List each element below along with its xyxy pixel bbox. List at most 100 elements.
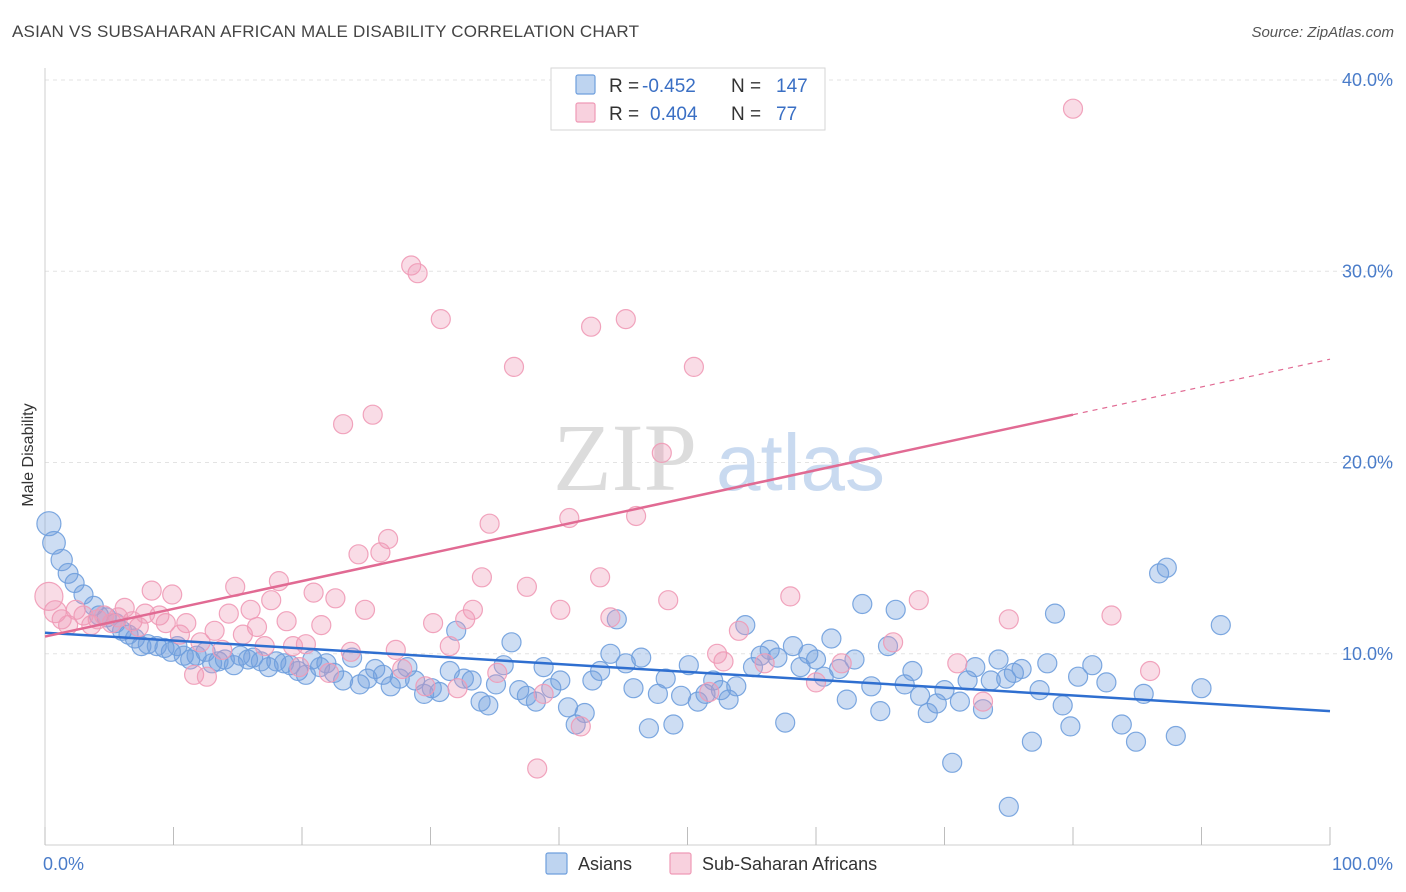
point-asians	[1125, 731, 1147, 752]
point-asians	[42, 530, 66, 555]
point-africans	[1062, 98, 1084, 119]
point-africans	[34, 581, 64, 612]
point-asians	[678, 655, 699, 676]
point-africans	[1101, 605, 1122, 626]
point-asians	[1044, 603, 1066, 624]
point-asians	[1029, 679, 1050, 701]
point-africans	[972, 691, 994, 712]
point-africans	[550, 599, 571, 620]
point-asians	[852, 593, 873, 615]
point-africans	[998, 609, 1019, 630]
y-tick-label: 40.0%	[1342, 70, 1393, 90]
point-asians	[160, 641, 181, 662]
point-africans	[430, 309, 451, 330]
legend-n-label-africans: N =	[731, 104, 761, 125]
point-africans	[462, 599, 483, 620]
point-asians	[821, 628, 842, 649]
point-africans	[683, 356, 705, 377]
point-africans	[754, 653, 775, 674]
series-legend-swatch-asians	[545, 852, 568, 875]
point-asians	[154, 637, 175, 659]
point-africans	[318, 662, 340, 684]
point-asians	[372, 664, 394, 685]
point-africans	[169, 624, 190, 645]
point-africans	[589, 567, 611, 588]
point-africans	[204, 620, 225, 641]
point-africans	[184, 664, 205, 685]
point-africans	[311, 614, 332, 636]
point-asians	[972, 699, 994, 720]
point-asians	[36, 511, 62, 537]
point-africans	[423, 612, 444, 634]
legend-swatch-africans	[575, 102, 596, 123]
point-asians	[942, 752, 963, 773]
point-africans	[570, 716, 591, 737]
point-africans	[947, 653, 968, 674]
point-asians	[589, 660, 611, 682]
y-tick-labels: 10.0% 20.0% 30.0% 40.0%	[1342, 70, 1393, 664]
point-asians	[965, 656, 986, 678]
legend-r-label-asians: R =	[609, 76, 639, 97]
watermark-zip: ZIP	[553, 404, 697, 511]
point-asians	[735, 614, 756, 636]
y-tick-label: 20.0%	[1342, 453, 1393, 473]
point-africans	[218, 603, 239, 624]
point-asians	[775, 712, 796, 733]
legend-n-value-africans: 77	[776, 104, 797, 125]
data-points	[34, 98, 1231, 817]
point-africans	[447, 678, 468, 699]
point-africans	[246, 616, 268, 638]
point-asians	[631, 647, 652, 668]
point-africans	[333, 414, 354, 435]
point-asians	[50, 548, 73, 572]
series-legend: Asians Sub-Saharan Africans	[545, 852, 877, 875]
legend-n-label-asians: N =	[731, 76, 761, 97]
point-africans	[295, 634, 316, 655]
point-asians	[861, 676, 882, 697]
point-africans	[471, 567, 492, 588]
source-label: Source: ZipAtlas.com	[1251, 24, 1394, 41]
point-asians	[1191, 678, 1212, 699]
point-asians	[550, 670, 571, 691]
point-africans	[615, 309, 636, 330]
point-africans	[780, 586, 801, 607]
point-asians	[1011, 658, 1032, 680]
series-legend-label-asians: Asians	[578, 854, 632, 874]
point-africans	[378, 528, 399, 550]
point-asians	[623, 678, 644, 699]
point-asians	[988, 649, 1009, 670]
y-tick-label: 10.0%	[1342, 644, 1393, 664]
point-asians	[1037, 653, 1058, 674]
point-africans	[354, 599, 376, 620]
stats-legend: R = -0.452 N = 147 R = 0.404 N = 77	[550, 67, 826, 131]
point-africans	[503, 356, 525, 377]
point-africans	[141, 580, 162, 601]
point-asians	[1082, 655, 1103, 676]
point-africans	[487, 662, 508, 684]
series-legend-swatch-africans	[669, 852, 692, 875]
point-asians	[600, 643, 621, 664]
legend-n-value-asians: 147	[776, 76, 808, 97]
x-tick-labels: 0.0% 100.0%	[43, 854, 1393, 874]
point-africans	[831, 653, 852, 674]
point-asians	[870, 700, 891, 722]
point-africans	[728, 620, 750, 641]
point-asians	[1096, 672, 1117, 693]
point-asians	[998, 796, 1019, 817]
point-africans	[699, 681, 720, 703]
point-asians	[885, 599, 906, 620]
point-asians	[934, 679, 955, 701]
point-africans	[240, 599, 261, 620]
point-asians	[949, 691, 971, 712]
point-africans	[651, 442, 672, 463]
point-africans	[362, 404, 383, 425]
point-africans	[1139, 660, 1161, 682]
point-asians	[1210, 614, 1231, 636]
point-africans	[658, 590, 679, 611]
point-africans	[439, 635, 460, 657]
point-africans	[176, 612, 197, 634]
point-asians	[909, 685, 931, 706]
x-tick-label-min: 0.0%	[43, 854, 84, 874]
y-axis-label: Male Disability	[20, 403, 37, 506]
